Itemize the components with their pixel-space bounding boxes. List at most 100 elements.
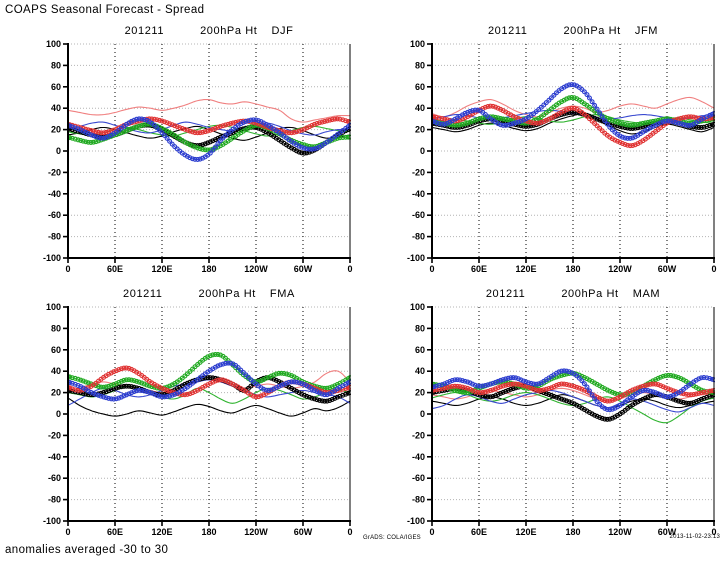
- x-tick-label: 0: [429, 264, 434, 274]
- x-tick-label: 0: [711, 527, 716, 537]
- y-tick-label: -60: [48, 210, 61, 220]
- y-axis-ticks: 100 80 60 40 20 0 -20 -40 -60 -80 -100: [407, 302, 431, 526]
- y-tick-label: -100: [407, 516, 425, 526]
- title-level: 200hPa Ht: [198, 288, 256, 300]
- series-red-markers: [68, 116, 351, 136]
- series-red-markers: [432, 103, 715, 149]
- panel-title-jfm: 201211 200hPa Ht JFM: [432, 25, 714, 37]
- series-blue-markers: [68, 360, 351, 402]
- x-tick-label: 120E: [151, 264, 172, 274]
- y-tick-label: 40: [415, 103, 425, 113]
- y-tick-label: 0: [420, 409, 425, 419]
- grads-credit: GrADS: COLA/IGES: [363, 535, 421, 541]
- panel-title-djf: 201211 200hPa Ht DJF: [68, 25, 350, 37]
- y-tick-label: 80: [415, 60, 425, 70]
- y-tick-label: 60: [51, 82, 61, 92]
- plot-border: [67, 43, 351, 259]
- title-date: 201211: [123, 288, 163, 300]
- x-axis-ticks: 0 60E 120E 180 120W 60W 0: [65, 259, 353, 274]
- y-tick-label: 60: [415, 82, 425, 92]
- x-tick-label: 0: [65, 264, 70, 274]
- figure-title: COAPS Seasonal Forecast - Spread: [5, 4, 205, 16]
- x-tick-label: 120E: [515, 527, 536, 537]
- x-tick-label: 0: [429, 527, 434, 537]
- y-tick-label: 100: [410, 39, 425, 49]
- chart-canvas-djf: 100 80 60 40 20 0 -20 -40 -60 -80 -100 0 60E 120E 180 1…: [43, 39, 353, 274]
- title-level: 200hPa Ht: [200, 25, 258, 37]
- y-tick-label: -20: [412, 167, 425, 177]
- creation-timestamp: 2013-11-02-23:13: [669, 534, 720, 540]
- x-tick-label: 180: [565, 527, 580, 537]
- x-tick-label: 120W: [244, 264, 268, 274]
- y-tick-label: 80: [51, 60, 61, 70]
- y-tick-label: -60: [412, 473, 425, 483]
- y-tick-label: 20: [51, 125, 61, 135]
- y-tick-label: -40: [412, 452, 425, 462]
- y-tick-label: -20: [412, 430, 425, 440]
- y-tick-label: 0: [56, 146, 61, 156]
- y-tick-label: 20: [51, 388, 61, 398]
- title-date: 201211: [124, 25, 165, 37]
- x-tick-label: 0: [347, 527, 352, 537]
- y-tick-label: 60: [415, 345, 425, 355]
- x-tick-label: 60W: [658, 527, 677, 537]
- x-tick-label: 60W: [658, 264, 677, 274]
- plot-border: [431, 306, 715, 522]
- x-axis-ticks: 0 60E 120E 180 120W 60W 0: [429, 522, 717, 537]
- x-tick-label: 180: [201, 264, 216, 274]
- y-axis-ticks: 100 80 60 40 20 0 -20 -40 -60 -80 -100: [43, 39, 67, 263]
- chart-canvas-jfm: 100 80 60 40 20 0 -20 -40 -60 -80 -100 0 60E 120E 180 1…: [407, 39, 717, 274]
- title-season: DJF: [271, 25, 294, 37]
- x-tick-label: 60E: [107, 527, 123, 537]
- y-tick-label: 100: [46, 302, 61, 312]
- x-tick-label: 60E: [471, 264, 487, 274]
- y-tick-label: -100: [43, 516, 61, 526]
- series-black-solid: [68, 397, 351, 417]
- x-tick-label: 120E: [515, 264, 536, 274]
- y-tick-label: -80: [412, 232, 425, 242]
- x-tick-label: 120W: [608, 264, 632, 274]
- y-tick-label: -80: [48, 495, 61, 505]
- y-tick-label: 80: [415, 323, 425, 333]
- x-tick-label: 0: [711, 264, 716, 274]
- x-axis-ticks: 0 60E 120E 180 120W 60W 0: [65, 522, 353, 537]
- y-tick-label: -20: [48, 167, 61, 177]
- series-group: [68, 352, 351, 417]
- y-tick-label: -20: [48, 430, 61, 440]
- title-season: FMA: [269, 288, 295, 300]
- x-tick-label: 120W: [244, 527, 268, 537]
- series-group: [432, 368, 715, 424]
- y-tick-label: 40: [51, 366, 61, 376]
- y-tick-label: 0: [56, 409, 61, 419]
- panel-djf: 201211 200hPa Ht DJF 100 80 60 40 20 0 -20 -40 -…: [28, 24, 378, 288]
- y-tick-label: -40: [412, 189, 425, 199]
- x-tick-label: 60W: [294, 527, 313, 537]
- panel-jfm: 201211 200hPa Ht JFM 100 80 60 40 20 0 -20 -40 -…: [392, 24, 725, 288]
- y-tick-label: 100: [410, 302, 425, 312]
- panel-fma: 201211 200hPa Ht FMA 100 80 60 40 20 0 -20 -40 -…: [28, 287, 378, 551]
- y-tick-label: -80: [412, 495, 425, 505]
- x-tick-label: 120E: [151, 527, 172, 537]
- y-tick-label: -40: [48, 189, 61, 199]
- y-tick-label: 20: [415, 388, 425, 398]
- chart-canvas-mam: 100 80 60 40 20 0 -20 -40 -60 -80 -100 0 60E 120E 180 1…: [407, 302, 717, 537]
- y-tick-label: 80: [51, 323, 61, 333]
- title-level: 200hPa Ht: [561, 288, 619, 300]
- x-tick-label: 60E: [107, 264, 123, 274]
- y-tick-label: 40: [51, 103, 61, 113]
- series-group: [68, 98, 351, 162]
- y-tick-label: -100: [407, 253, 425, 263]
- y-axis-ticks: 100 80 60 40 20 0 -20 -40 -60 -80 -100: [43, 302, 67, 526]
- x-axis-ticks: 0 60E 120E 180 120W 60W 0: [429, 259, 717, 274]
- y-tick-label: 60: [51, 345, 61, 355]
- series-blue-markers: [432, 82, 715, 141]
- title-season: JFM: [634, 25, 659, 37]
- x-tick-label: 0: [65, 527, 70, 537]
- x-tick-label: 180: [201, 527, 216, 537]
- y-tick-label: -40: [48, 452, 61, 462]
- chart-canvas-fma: 100 80 60 40 20 0 -20 -40 -60 -80 -100 0 60E 120E 180 1…: [43, 302, 353, 537]
- y-tick-label: 0: [420, 146, 425, 156]
- panel-mam: 201211 200hPa Ht MAM 100 80 60 40 20 0 -20 -40 -…: [392, 287, 725, 551]
- plot-border: [67, 306, 351, 522]
